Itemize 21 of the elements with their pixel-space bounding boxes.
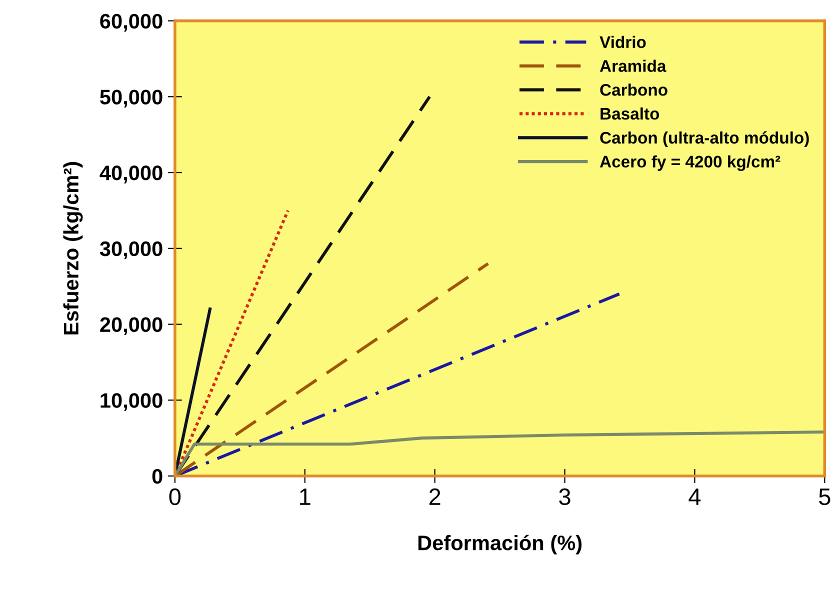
- x-tick-label: 1: [300, 488, 310, 505]
- legend-label: Vidrio: [600, 36, 646, 48]
- x-tick-label: 2: [429, 488, 440, 505]
- legend-label: Carbono: [600, 84, 668, 96]
- x-tick-label: 5: [819, 488, 830, 506]
- y-tick-label: 60,000: [100, 14, 162, 32]
- y-tick-label: 0: [152, 469, 162, 484]
- legend-label: Carbon (ultra-alto módulo): [600, 131, 809, 147]
- y-tick-label: 30,000: [100, 241, 162, 260]
- legend-label: Aramida: [600, 60, 666, 72]
- x-tick-label: 4: [688, 488, 701, 505]
- y-tick-label: 50,000: [100, 90, 162, 108]
- x-tick-label: 0: [169, 488, 181, 506]
- legend-label: Basalto: [600, 107, 660, 120]
- y-tick-label: 40,000: [100, 166, 162, 184]
- y-tick-label: 10,000: [100, 393, 162, 411]
- y-tick-label: 20,000: [100, 317, 162, 336]
- y-axis-title: Esfuerzo (kg/cm²): [63, 162, 83, 334]
- x-axis-title: Deformación (%): [418, 534, 582, 554]
- legend-label: Acero fy = 4200 kg/cm²: [600, 155, 780, 171]
- x-tick-label: 3: [559, 488, 570, 506]
